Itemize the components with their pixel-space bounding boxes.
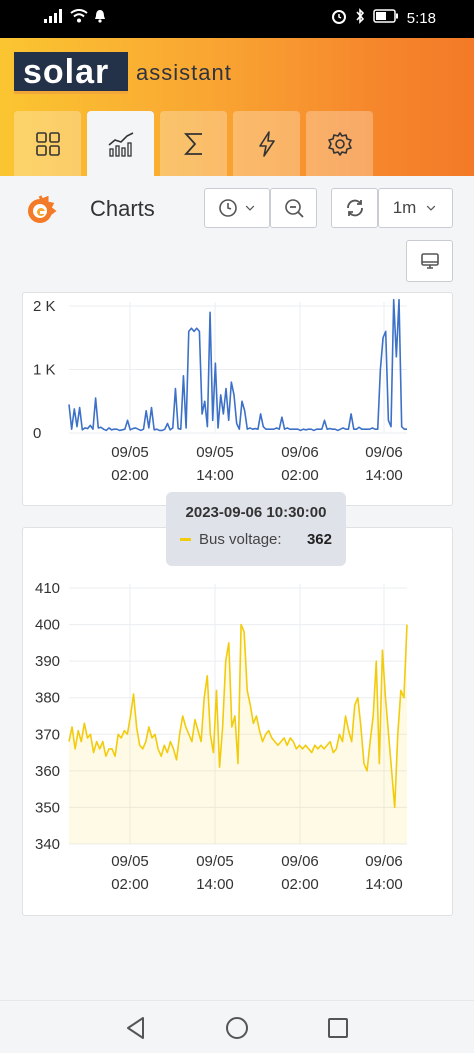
- series-line: [68, 298, 407, 432]
- power-chart[interactable]: 0 1 K 2 K 09/05 02:00 09/05 14:00 09/06 02:00 09/…: [23, 293, 454, 507]
- logo[interactable]: solar: [14, 52, 128, 94]
- y-tick-label: 410: [35, 580, 60, 597]
- time-range-button[interactable]: [204, 188, 270, 228]
- x-tick-label: 02:00: [111, 467, 149, 484]
- y-tick-label: 350: [35, 799, 60, 816]
- bus-voltage-chart[interactable]: 340 350 360 370 380 390 400 410 09/05 02:00 09/05 1…: [23, 528, 454, 917]
- app-header: solar assistant: [0, 38, 474, 176]
- x-tick-label: 09/06: [281, 444, 319, 461]
- y-tick-label: 360: [35, 763, 60, 780]
- tooltip-value: 362: [306, 531, 332, 548]
- chevron-down-icon: [427, 205, 436, 211]
- x-tick-label: 09/05: [111, 444, 149, 461]
- sigma-icon: [183, 132, 202, 155]
- refresh-icon: [346, 199, 363, 217]
- x-tick-label: 14:00: [365, 467, 403, 484]
- zoom-out-icon: [284, 199, 304, 218]
- tooltip-time: 2023-09-06 10:30:00: [185, 504, 327, 521]
- clock: 5:18: [406, 9, 436, 27]
- bluetooth-icon: [355, 8, 365, 28]
- status-bar: 5:18: [0, 0, 474, 38]
- charts-toolbar: Charts 1m: [0, 176, 474, 286]
- x-tick-label: 02:00: [111, 876, 149, 893]
- refresh-interval-value: 1m: [392, 198, 417, 217]
- signal-icon: [44, 9, 64, 27]
- x-tick-label: 09/06: [365, 853, 403, 870]
- chart-icon: [107, 131, 133, 157]
- tab-totals[interactable]: [160, 111, 227, 176]
- recents-icon[interactable]: [325, 1015, 351, 1041]
- x-tick-label: 14:00: [196, 467, 234, 484]
- tab-dashboard[interactable]: [14, 111, 81, 176]
- x-tick-label: 14:00: [196, 876, 234, 893]
- x-tick-label: 02:00: [281, 876, 319, 893]
- y-tick-label: 380: [35, 690, 60, 707]
- y-tick-label: 1 K: [33, 362, 56, 379]
- grid-icon: [35, 131, 60, 156]
- battery-icon: [373, 9, 399, 27]
- y-tick-label: 370: [35, 726, 60, 743]
- x-tick-label: 09/05: [111, 853, 149, 870]
- chart-tooltip: 2023-09-06 10:30:00 Bus voltage: 362: [166, 492, 346, 566]
- logo-subtitle: assistant: [136, 60, 232, 85]
- tab-power[interactable]: [233, 111, 300, 176]
- power-chart-panel: 0 1 K 2 K 09/05 02:00 09/05 14:00 09/06 02:00 09/…: [22, 292, 453, 506]
- y-tick-label: 0: [33, 425, 41, 442]
- x-tick-label: 14:00: [365, 876, 403, 893]
- series-area: [69, 624, 407, 844]
- y-tick-label: 400: [35, 617, 60, 634]
- back-icon[interactable]: [123, 1015, 149, 1041]
- wifi-icon: [70, 9, 88, 27]
- home-icon[interactable]: [224, 1015, 250, 1041]
- notification-icon: [94, 9, 106, 27]
- refresh-button[interactable]: [331, 188, 378, 228]
- lightning-icon: [258, 130, 275, 157]
- x-tick-label: 02:00: [281, 467, 319, 484]
- tooltip-row: Bus voltage: 362: [180, 531, 332, 548]
- tab-settings[interactable]: [306, 111, 373, 176]
- x-tick-label: 09/06: [281, 853, 319, 870]
- monitor-icon: [420, 253, 439, 269]
- tab-charts[interactable]: [87, 111, 154, 176]
- logo-text: solar: [23, 53, 110, 91]
- view-mode-button[interactable]: [406, 240, 453, 282]
- gear-icon: [327, 131, 352, 156]
- series-line: [68, 623, 408, 809]
- x-tick-label: 09/06: [365, 444, 403, 461]
- zoom-out-button[interactable]: [270, 188, 317, 228]
- bus-voltage-chart-panel: 340 350 360 370 380 390 400 410 09/05 02:00 09/05 1…: [22, 527, 453, 916]
- navigation-bar: [0, 1000, 474, 1053]
- y-tick-label: 340: [35, 836, 60, 853]
- alarm-icon: [331, 8, 347, 28]
- y-tick-label: 390: [35, 653, 60, 670]
- y-tick-label: 2 K: [33, 298, 56, 315]
- x-tick-label: 09/05: [196, 853, 234, 870]
- tooltip-series-label: Bus voltage:: [199, 531, 282, 548]
- chevron-down-icon: [245, 205, 255, 211]
- refresh-interval-select[interactable]: 1m: [378, 188, 453, 228]
- grafana-icon: [28, 195, 57, 223]
- x-tick-label: 09/05: [196, 444, 234, 461]
- series-swatch: [180, 538, 191, 541]
- page-title: Charts: [90, 196, 155, 221]
- clock-icon: [219, 199, 237, 217]
